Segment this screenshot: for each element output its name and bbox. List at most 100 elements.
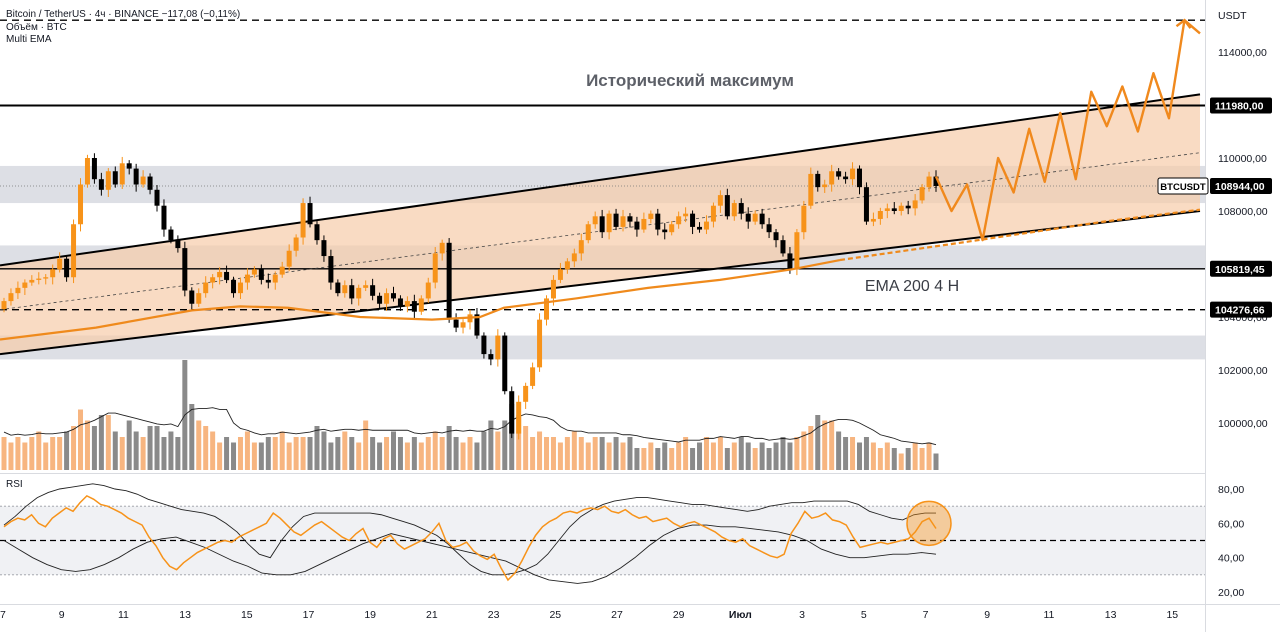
candle-body bbox=[133, 168, 139, 185]
candle-body bbox=[745, 213, 751, 222]
candle-body bbox=[384, 293, 390, 304]
candle-body bbox=[752, 213, 758, 222]
rsi-line bbox=[3, 494, 937, 582]
candle-body bbox=[481, 335, 487, 355]
volume-bar bbox=[36, 431, 42, 470]
candle-body bbox=[474, 314, 480, 336]
candle-body bbox=[898, 205, 904, 211]
date-tick-label: 7 bbox=[0, 609, 6, 621]
volume-bar bbox=[133, 431, 139, 470]
price-zone-2 bbox=[0, 335, 1205, 360]
candle-body bbox=[544, 298, 550, 320]
candle-body bbox=[759, 213, 765, 225]
candle-body bbox=[627, 216, 633, 222]
candle-body bbox=[850, 168, 856, 180]
ema-indicator-label[interactable]: Multi EMA bbox=[6, 34, 52, 45]
candle-body bbox=[161, 205, 167, 230]
volume-bar bbox=[620, 442, 626, 470]
candle-body bbox=[43, 277, 49, 279]
candle-body bbox=[314, 224, 320, 241]
volume-bar bbox=[307, 437, 313, 470]
volume-bar bbox=[495, 431, 501, 470]
candle-body bbox=[578, 240, 584, 254]
candle-body bbox=[286, 250, 292, 267]
volume-bar bbox=[64, 431, 70, 470]
candle-body bbox=[300, 203, 306, 238]
volume-bar bbox=[377, 442, 383, 470]
volume-bar bbox=[71, 426, 77, 470]
date-tick-label: Июл bbox=[729, 609, 752, 621]
ema200-projection bbox=[839, 208, 1201, 262]
candle-body bbox=[530, 367, 536, 386]
currency-label: USDT bbox=[1218, 10, 1247, 22]
ticker-badge-label: BTCUSDT bbox=[1160, 182, 1206, 193]
candle-body bbox=[884, 208, 890, 211]
price-badge-label: 111980,00 bbox=[1215, 101, 1264, 113]
candle-body bbox=[676, 216, 682, 225]
rsi-indicator-label[interactable]: RSI bbox=[6, 479, 23, 490]
volume-bar bbox=[724, 448, 730, 470]
volume-bar bbox=[189, 404, 195, 470]
volume-bar bbox=[8, 442, 14, 470]
candle-body bbox=[613, 213, 619, 227]
volume-bar bbox=[453, 437, 459, 470]
candle-body bbox=[321, 240, 327, 257]
volume-bar bbox=[550, 437, 556, 470]
candle-body bbox=[189, 290, 195, 304]
candle-body bbox=[168, 229, 174, 241]
candle-body bbox=[836, 171, 842, 177]
volume-bar bbox=[147, 426, 153, 470]
candle-body bbox=[592, 216, 598, 225]
volume-bar bbox=[244, 431, 250, 470]
candle-body bbox=[126, 163, 132, 169]
candle-body bbox=[703, 221, 709, 230]
volume-bar bbox=[50, 437, 56, 470]
price-badge-label: 105819,45 bbox=[1215, 264, 1265, 276]
volume-bar bbox=[697, 442, 703, 470]
volume-bar bbox=[57, 437, 63, 470]
candle-body bbox=[794, 232, 800, 270]
rsi-highlight-circle bbox=[906, 500, 952, 547]
candle-body bbox=[453, 319, 459, 328]
candle-body bbox=[64, 258, 70, 278]
volume-bar bbox=[439, 437, 445, 470]
symbol-info[interactable]: Bitcoin / TetherUS · 4ч · BINANCE −117,0… bbox=[6, 9, 241, 20]
date-tick-label: 25 bbox=[549, 609, 561, 621]
candle-body bbox=[105, 171, 111, 190]
candle-body bbox=[822, 184, 828, 188]
volume-bar bbox=[780, 437, 786, 470]
volume-bar bbox=[460, 442, 466, 470]
rsi-tick-label: 20,00 bbox=[1218, 587, 1244, 599]
volume-bar bbox=[84, 420, 90, 470]
candle-body bbox=[258, 269, 264, 280]
volume-bar bbox=[203, 426, 209, 470]
volume-bar bbox=[349, 437, 355, 470]
volume-bar bbox=[237, 437, 243, 470]
date-tick-label: 9 bbox=[984, 609, 990, 621]
volume-bar bbox=[224, 437, 230, 470]
candle-body bbox=[71, 224, 77, 278]
ema200-line bbox=[0, 258, 841, 341]
volume-bar bbox=[856, 442, 862, 470]
candle-body bbox=[697, 226, 703, 230]
volume-bar bbox=[752, 448, 758, 470]
candle-body bbox=[550, 279, 556, 299]
candle-body bbox=[217, 271, 223, 278]
price-tick-label: 102000,00 bbox=[1218, 365, 1268, 377]
candle-body bbox=[397, 298, 403, 307]
volume-bar bbox=[321, 431, 327, 470]
candle-body bbox=[829, 171, 835, 185]
volume-indicator-label[interactable]: Объём · BTC bbox=[6, 21, 67, 33]
volume-ma-line bbox=[3, 407, 937, 446]
volume-bar bbox=[481, 431, 487, 470]
chart-legend: Bitcoin / TetherUS · 4ч · BINANCE −117,0… bbox=[6, 9, 240, 47]
volume-bar bbox=[154, 426, 160, 470]
volume-bar bbox=[502, 420, 508, 470]
price-tick-label: 100000,00 bbox=[1218, 418, 1268, 430]
candle-body bbox=[154, 189, 160, 206]
candle-body bbox=[738, 203, 744, 214]
volume-bar bbox=[91, 426, 97, 470]
rsi-tick-label: 60,00 bbox=[1218, 518, 1244, 530]
